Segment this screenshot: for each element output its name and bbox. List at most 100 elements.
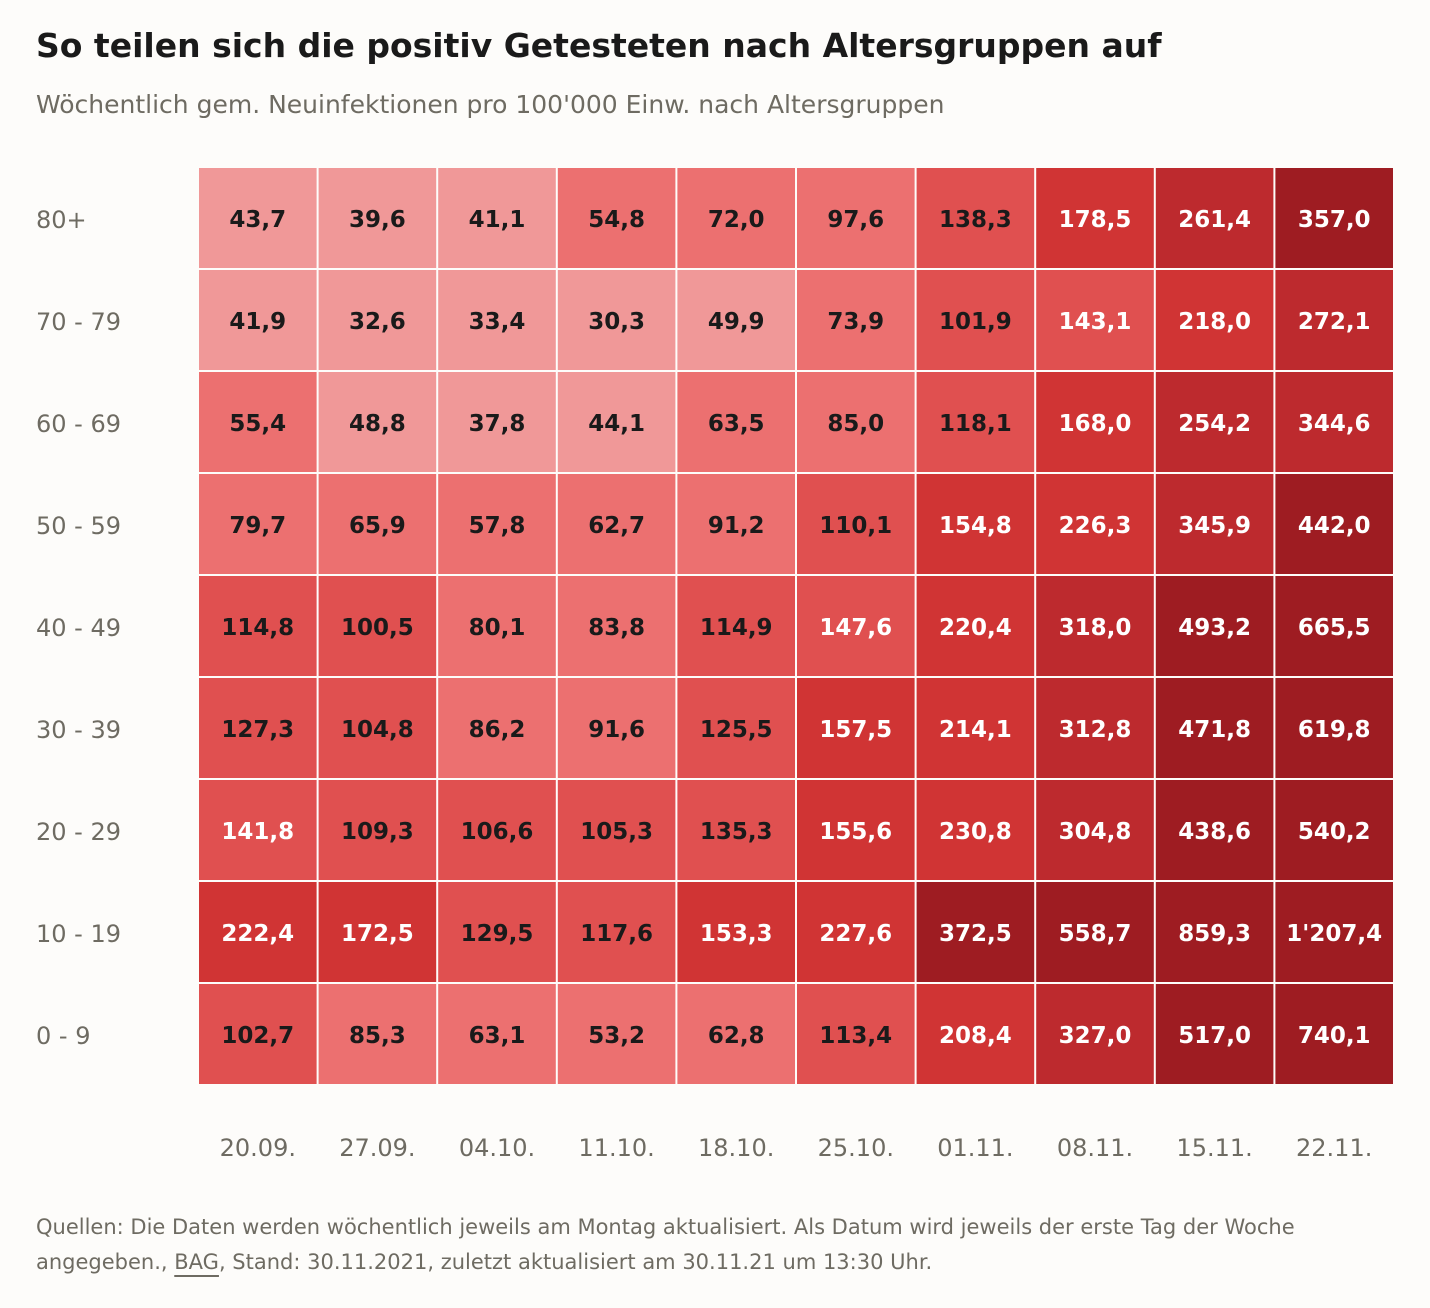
cell-value-label: 442,0: [1298, 513, 1371, 539]
cell-value-label: 63,1: [469, 1023, 526, 1049]
cell-value-label: 345,9: [1178, 513, 1251, 539]
cell-value-label: 344,6: [1298, 411, 1371, 437]
cell-value-label: 619,8: [1298, 717, 1371, 743]
heatmap-cell: [1036, 678, 1154, 778]
heatmap-cell: [318, 576, 437, 676]
cell-value-label: 138,3: [939, 207, 1012, 233]
heatmap-cell: [557, 576, 676, 676]
cell-value-label: 214,1: [939, 717, 1012, 743]
heatmap-cell: [1155, 270, 1274, 370]
heatmap-cell: [916, 780, 1035, 880]
y-tick-label: 50 - 59: [36, 512, 121, 540]
heatmap-cell: [1275, 168, 1393, 268]
heatmap-cell: [318, 372, 437, 472]
heatmap-cell: [318, 678, 437, 778]
cell-value-label: 32,6: [349, 309, 406, 335]
cell-value-label: 91,6: [588, 717, 645, 743]
cell-value-label: 272,1: [1298, 309, 1371, 335]
cell-value-label: 72,0: [708, 207, 765, 233]
heatmap-cell: [318, 984, 437, 1084]
heatmap-cell: [677, 882, 795, 982]
heatmap-cell: [438, 882, 556, 982]
heatmap-cell: [1036, 780, 1154, 880]
heatmap-cell: [438, 576, 556, 676]
cell-value-label: 261,4: [1178, 207, 1251, 233]
heatmap-cell: [916, 168, 1035, 268]
heatmap-cell: [199, 372, 317, 472]
heatmap-cell: [438, 270, 556, 370]
heatmap-cell: [318, 474, 437, 574]
heatmap-cell: [199, 576, 317, 676]
x-tick-label: 15.11.: [1176, 1134, 1252, 1162]
cell-value-label: 178,5: [1059, 207, 1132, 233]
cell-value-label: 154,8: [939, 513, 1012, 539]
chart-subtitle: Wöchentlich gem. Neuinfektionen pro 100'…: [36, 90, 945, 119]
heatmap-cell: [1275, 372, 1393, 472]
heatmap-cell: [438, 372, 556, 472]
cell-value-label: 471,8: [1178, 717, 1251, 743]
cell-value-label: 327,0: [1059, 1023, 1132, 1049]
heatmap-cell: [797, 270, 915, 370]
cell-value-label: 222,4: [221, 921, 294, 947]
heatmap-cell: [916, 678, 1035, 778]
cell-value-label: 147,6: [819, 615, 892, 641]
cell-value-label: 104,8: [341, 717, 414, 743]
cell-value-label: 312,8: [1059, 717, 1132, 743]
heatmap-cell: [1275, 576, 1393, 676]
x-tick-label: 04.10.: [459, 1134, 535, 1162]
cell-value-label: 859,3: [1178, 921, 1251, 947]
cell-value-label: 114,8: [221, 615, 294, 641]
cell-value-label: 517,0: [1178, 1023, 1251, 1049]
heatmap-cell: [438, 678, 556, 778]
cell-value-label: 48,8: [349, 411, 406, 437]
heatmap-cell: [557, 168, 676, 268]
cell-value-label: 80,1: [469, 615, 526, 641]
heatmap-cell: [1155, 678, 1274, 778]
cell-value-label: 85,0: [827, 411, 884, 437]
cell-value-label: 218,0: [1178, 309, 1251, 335]
chart-footer: Quellen: Die Daten werden wöchentlich je…: [36, 1210, 1336, 1280]
heatmap-cell: [677, 678, 795, 778]
cell-value-label: 208,4: [939, 1023, 1012, 1049]
heatmap-cell: [797, 372, 915, 472]
cell-value-label: 85,3: [349, 1023, 406, 1049]
cell-value-label: 37,8: [469, 411, 526, 437]
cell-value-label: 65,9: [349, 513, 406, 539]
cell-value-label: 227,6: [819, 921, 892, 947]
heatmap-cell: [677, 372, 795, 472]
y-tick-label: 20 - 29: [36, 818, 121, 846]
heatmap-cell: [1036, 882, 1154, 982]
heatmap-cell: [797, 168, 915, 268]
heatmap-cell: [1275, 474, 1393, 574]
heatmap-cell: [557, 882, 676, 982]
cell-value-label: 41,1: [469, 207, 526, 233]
cell-value-label: 30,3: [588, 309, 645, 335]
cell-value-label: 53,2: [588, 1023, 645, 1049]
source-link[interactable]: BAG: [174, 1250, 219, 1274]
heatmap-cell: [1036, 576, 1154, 676]
cell-value-label: 105,3: [580, 819, 653, 845]
footer-text-before: Quellen: Die Daten werden wöchentlich je…: [36, 1215, 1295, 1274]
heatmap-cell: [1036, 270, 1154, 370]
cell-value-label: 318,0: [1059, 615, 1132, 641]
y-tick-label: 40 - 49: [36, 614, 121, 642]
heatmap-cell: [199, 984, 317, 1084]
heatmap-cell: [318, 270, 437, 370]
y-tick-label: 30 - 39: [36, 716, 121, 744]
x-tick-label: 20.09.: [220, 1134, 296, 1162]
cell-value-label: 357,0: [1298, 207, 1371, 233]
y-tick-label: 80+: [36, 206, 87, 234]
cell-value-label: 153,3: [700, 921, 773, 947]
heatmap-cell: [199, 780, 317, 880]
cell-value-label: 100,5: [341, 615, 414, 641]
cell-value-label: 129,5: [461, 921, 534, 947]
heatmap-cell: [1036, 474, 1154, 574]
footer-text-after: , Stand: 30.11.2021, zuletzt aktualisier…: [218, 1250, 933, 1274]
heatmap-cell: [199, 678, 317, 778]
heatmap-cell: [916, 882, 1035, 982]
cell-value-label: 540,2: [1298, 819, 1371, 845]
chart-title: So teilen sich die positiv Getesteten na…: [36, 26, 1162, 65]
heatmap-cell: [199, 882, 317, 982]
heatmap-cell: [797, 474, 915, 574]
